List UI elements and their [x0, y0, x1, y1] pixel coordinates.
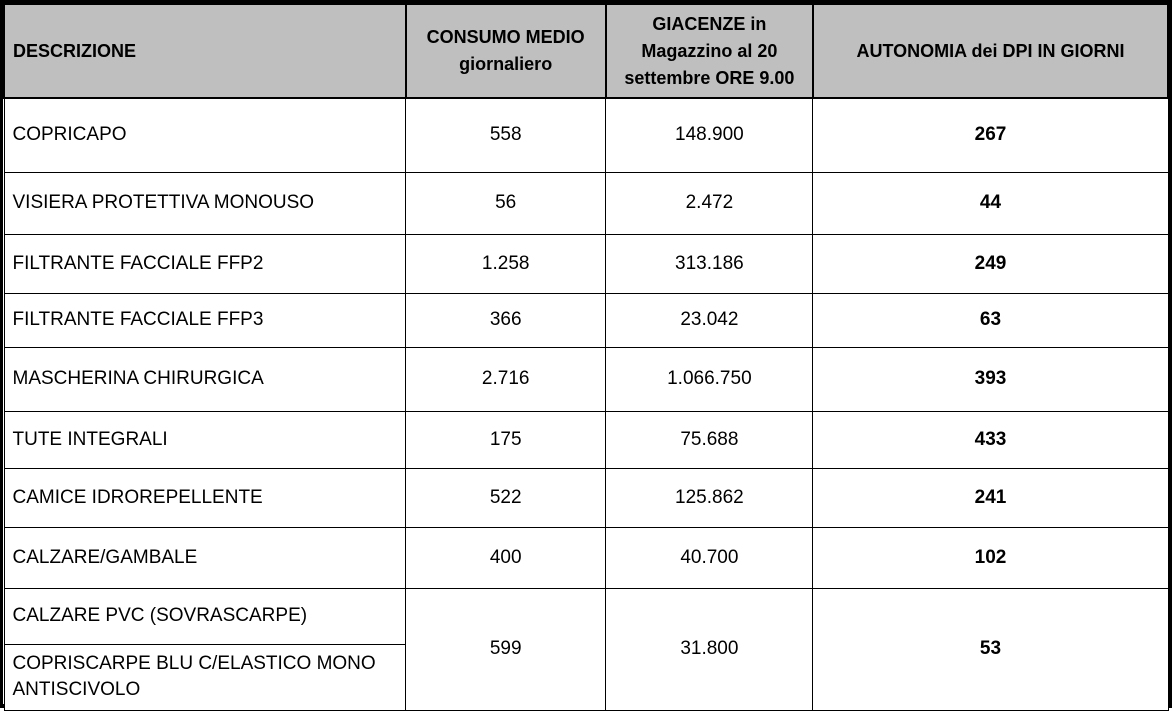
cell-consumo: 366 [405, 292, 607, 348]
column-header-autonomia: AUTONOMIA dei DPI IN GIORNI [811, 3, 1170, 99]
cell-giacenze: 148.900 [605, 97, 814, 173]
cell-consumo: 56 [405, 171, 607, 235]
cell-consumo: 400 [405, 526, 607, 589]
cell-autonomia: 63 [812, 292, 1169, 348]
column-header-giacenze: GIACENZE in Magazzino al 20 settembre OR… [604, 3, 814, 99]
cell-descrizione: MASCHERINA CHIRURGICA [3, 346, 407, 412]
cell-descrizione: VISIERA PROTETTIVA MONOUSO [3, 171, 407, 235]
cell-consumo: 175 [405, 410, 607, 469]
cell-autonomia: 102 [812, 526, 1169, 589]
table-row: CALZARE/GAMBALE 400 40.700 102 [3, 526, 1169, 589]
cell-descrizione: COPRICAPO [3, 97, 407, 173]
cell-giacenze: 1.066.750 [605, 346, 814, 412]
cell-autonomia-merged: 53 [812, 587, 1169, 711]
cell-giacenze: 75.688 [605, 410, 814, 469]
cell-giacenze: 2.472 [605, 171, 814, 235]
cell-autonomia: 267 [812, 97, 1169, 173]
cell-consumo: 1.258 [405, 233, 607, 294]
cell-giacenze: 125.862 [605, 467, 814, 528]
table-row: FILTRANTE FACCIALE FFP2 1.258 313.186 24… [3, 233, 1169, 294]
cell-descrizione: CAMICE IDROREPELLENTE [3, 467, 407, 528]
cell-descrizione: TUTE INTEGRALI [3, 410, 407, 469]
dpi-stock-table: DESCRIZIONE CONSUMO MEDIO giornaliero GI… [3, 3, 1170, 711]
cell-autonomia: 44 [812, 171, 1169, 235]
cell-descrizione: FILTRANTE FACCIALE FFP3 [3, 292, 407, 348]
column-header-descrizione: DESCRIZIONE [3, 3, 407, 99]
cell-consumo: 2.716 [405, 346, 607, 412]
cell-autonomia: 433 [812, 410, 1169, 469]
cell-giacenze-merged: 31.800 [605, 587, 814, 711]
cell-autonomia: 249 [812, 233, 1169, 294]
cell-autonomia: 393 [812, 346, 1169, 412]
cell-giacenze: 23.042 [605, 292, 814, 348]
cell-consumo-merged: 599 [405, 587, 607, 711]
table-row: MASCHERINA CHIRURGICA 2.716 1.066.750 39… [3, 346, 1169, 412]
cell-descrizione: COPRISCARPE BLU C/ELASTICO MONO ANTISCIV… [3, 643, 407, 711]
table-row: FILTRANTE FACCIALE FFP3 366 23.042 63 [3, 292, 1169, 348]
cell-consumo: 522 [405, 467, 607, 528]
cell-consumo: 558 [405, 97, 607, 173]
cell-giacenze: 40.700 [605, 526, 814, 589]
cell-autonomia: 241 [812, 467, 1169, 528]
table-row: CAMICE IDROREPELLENTE 522 125.862 241 [3, 467, 1169, 528]
cell-descrizione: CALZARE/GAMBALE [3, 526, 407, 589]
column-header-consumo-medio: CONSUMO MEDIO giornaliero [404, 3, 607, 99]
table-row: CALZARE PVC (SOVRASCARPE) 599 31.800 53 [3, 587, 1169, 711]
table-row: VISIERA PROTETTIVA MONOUSO 56 2.472 44 [3, 171, 1169, 235]
table-row: COPRISCARPE BLU C/ELASTICO MONO ANTISCIV… [3, 643, 1168, 711]
table-row: COPRICAPO 558 148.900 267 [3, 97, 1169, 173]
cell-descrizione: CALZARE PVC (SOVRASCARPE) [3, 587, 407, 645]
cell-giacenze: 313.186 [605, 233, 814, 294]
cell-descrizione: FILTRANTE FACCIALE FFP2 [3, 233, 407, 294]
header-row: DESCRIZIONE CONSUMO MEDIO giornaliero GI… [3, 3, 1170, 99]
table-row: TUTE INTEGRALI 175 75.688 433 [3, 410, 1169, 469]
